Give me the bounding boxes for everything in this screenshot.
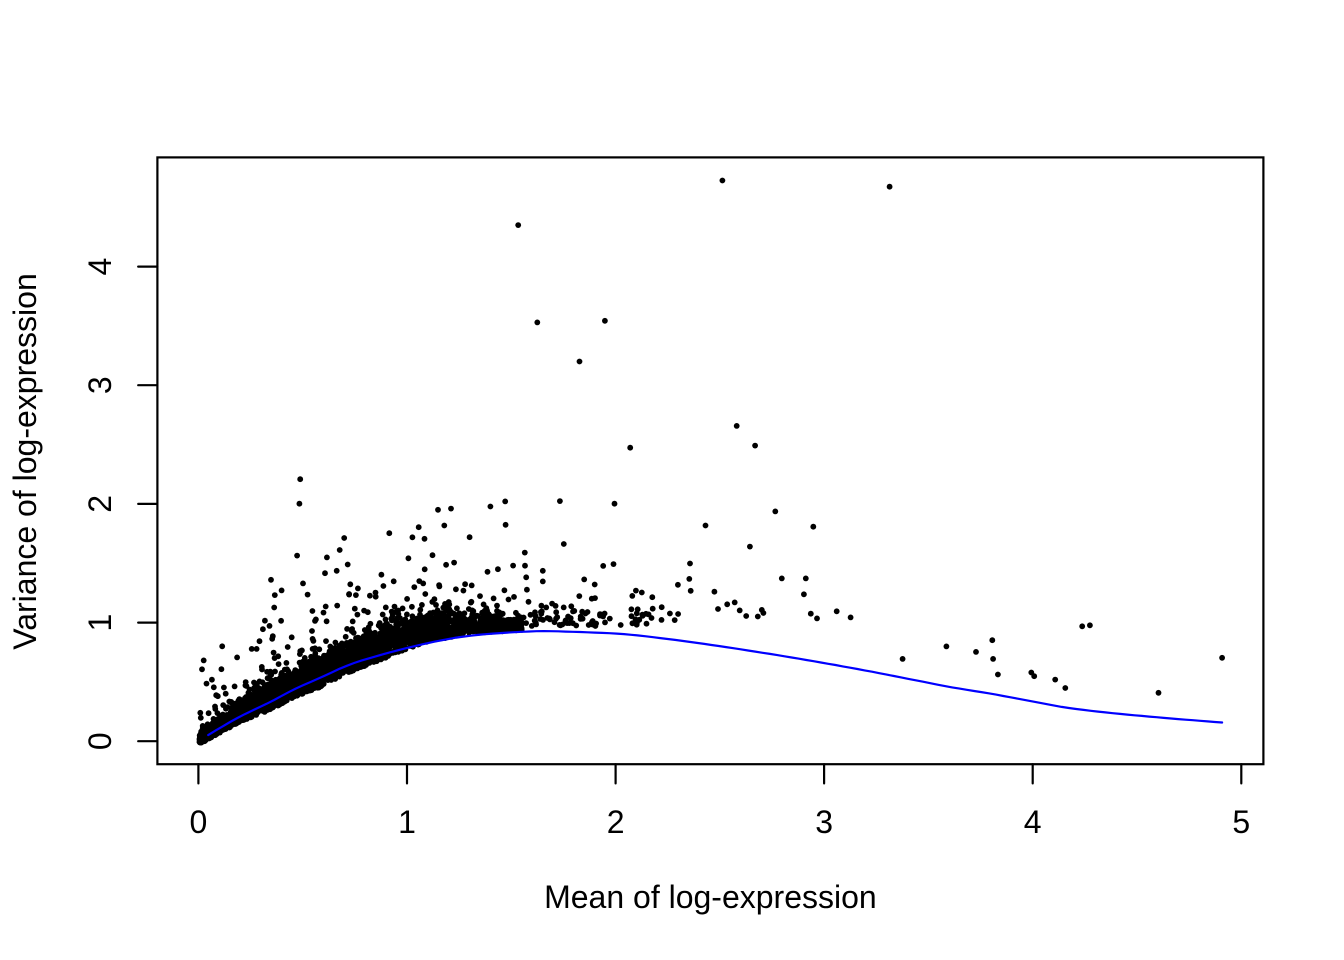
svg-text:3: 3 [815,804,833,840]
svg-text:1: 1 [82,614,118,632]
svg-text:2: 2 [607,804,625,840]
svg-text:0: 0 [82,732,118,750]
svg-text:0: 0 [190,804,208,840]
svg-text:3: 3 [82,376,118,394]
svg-text:5: 5 [1232,804,1250,840]
svg-text:Mean of log-expression: Mean of log-expression [544,879,877,915]
svg-text:Variance of log-expression: Variance of log-expression [7,273,43,650]
svg-text:1: 1 [398,804,416,840]
svg-text:4: 4 [82,258,118,276]
svg-text:4: 4 [1024,804,1042,840]
svg-text:2: 2 [82,495,118,513]
